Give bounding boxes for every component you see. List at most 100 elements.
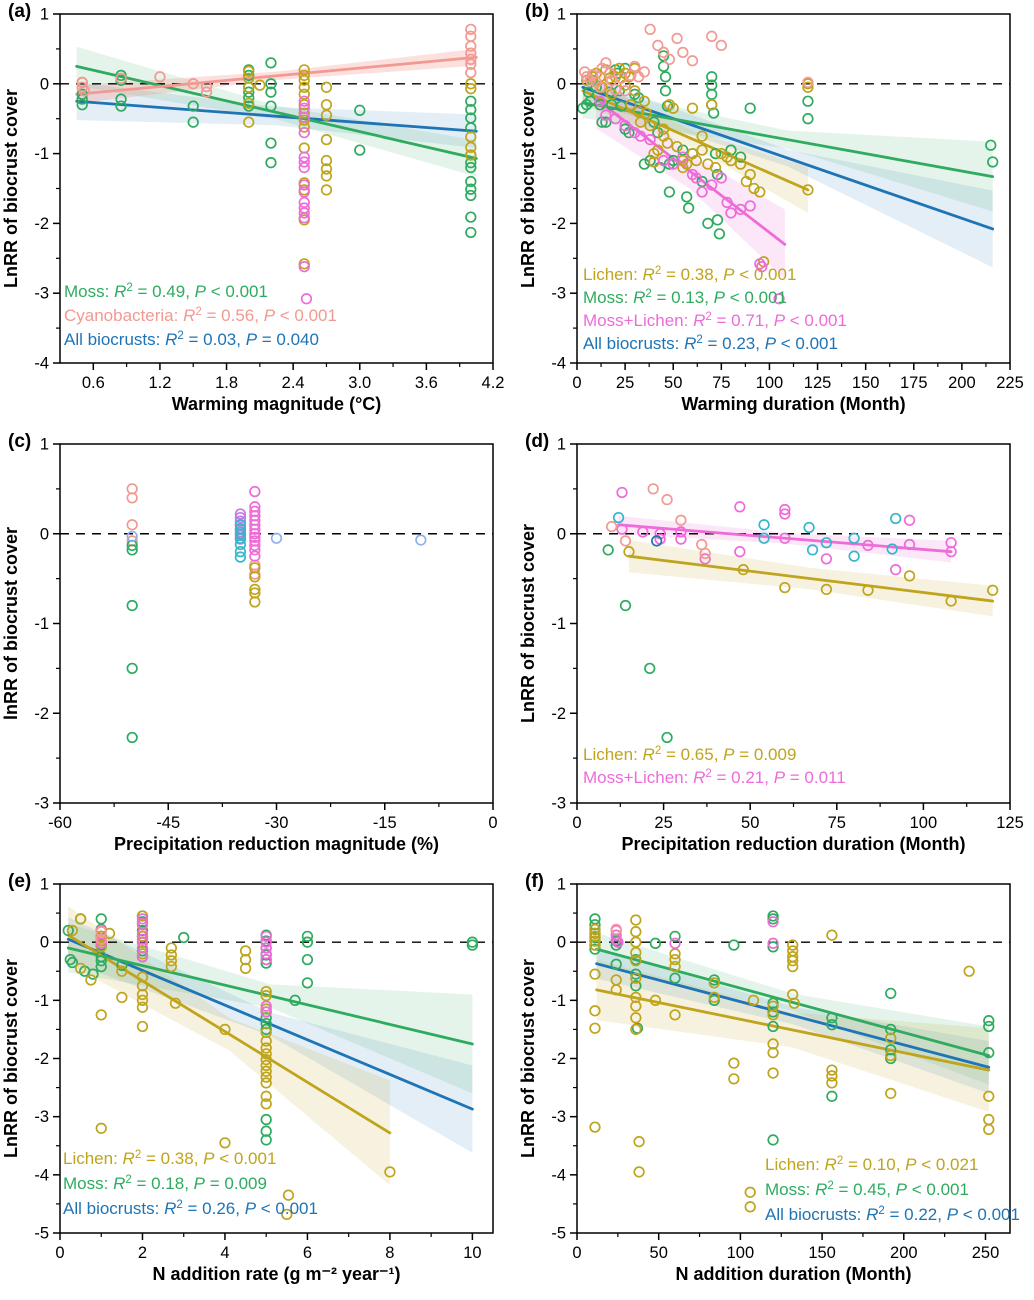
- data-point: [669, 937, 681, 949]
- data-point: [728, 1073, 740, 1085]
- data-point: [596, 62, 608, 75]
- data-point: [126, 731, 138, 744]
- data-point: [647, 483, 659, 495]
- data-point: [126, 530, 138, 543]
- data-point: [243, 65, 255, 77]
- data-point: [802, 95, 814, 107]
- data-point: [243, 116, 255, 128]
- x-tick-label: 150: [852, 374, 880, 392]
- y-tick-label: -4: [34, 355, 49, 373]
- data-point: [890, 563, 902, 576]
- data-point: [706, 88, 718, 100]
- x-axis-title: N addition duration (Month): [676, 1264, 912, 1284]
- data-point: [589, 943, 601, 955]
- y-axis-title: lnRR of biocrust cover: [1, 527, 21, 720]
- data-point: [802, 184, 814, 196]
- data-point: [669, 948, 681, 960]
- data-point: [298, 107, 310, 119]
- x-tick-label: 3.0: [348, 374, 371, 392]
- data-point: [66, 956, 79, 969]
- panel-d-tag: (d): [525, 431, 550, 452]
- x-tick-label: 200: [890, 1244, 918, 1262]
- lichen-confidence-band: [68, 906, 390, 1186]
- data-point: [734, 546, 746, 558]
- x-tick-label: 0: [572, 374, 581, 392]
- stats-legend: Lichen: R2 = 0.38, P < 0.001 Moss: R2 = 0…: [583, 265, 847, 353]
- data-point: [630, 968, 642, 980]
- data-point: [737, 563, 749, 576]
- data-point: [260, 1026, 272, 1038]
- x-tick-label: 100: [727, 1244, 755, 1262]
- data-point: [320, 81, 333, 93]
- data-point: [659, 71, 672, 83]
- data-point: [644, 120, 656, 132]
- x-tick-label: -60: [48, 814, 72, 832]
- data-point: [669, 1009, 681, 1021]
- data-point: [686, 102, 699, 114]
- data-point: [95, 926, 107, 938]
- data-point: [767, 1020, 779, 1033]
- x-axis-title: Precipitation reduction duration (Month): [622, 834, 966, 854]
- data-point: [249, 583, 261, 596]
- data-point: [787, 960, 799, 973]
- data-point: [728, 939, 740, 951]
- data-point: [657, 50, 670, 62]
- y-tick-label: -1: [551, 145, 566, 163]
- stats-legend: Lichen: R2 = 0.10, P < 0.021 Moss: R2 = 0…: [765, 1155, 1020, 1224]
- data-point: [767, 937, 779, 949]
- data-point: [249, 523, 261, 535]
- data-point: [652, 39, 664, 52]
- data-point: [625, 99, 637, 111]
- data-point: [260, 1098, 272, 1110]
- data-point: [744, 168, 756, 181]
- y-tick-label: -3: [34, 285, 49, 303]
- data-point: [715, 147, 727, 160]
- data-point: [465, 95, 477, 107]
- data-point: [616, 486, 628, 499]
- y-tick-label: -4: [551, 355, 566, 373]
- data-point: [767, 1047, 779, 1059]
- panel-c: (c) -60 -45 -30 -15 0 1 0 -1 -2 -3 Precipitation r…: [0, 430, 517, 870]
- data-point: [744, 1201, 756, 1213]
- data-point: [126, 599, 138, 612]
- data-point: [983, 1123, 995, 1136]
- x-axis-title: Warming duration (Month): [681, 394, 905, 414]
- data-point: [260, 990, 272, 1002]
- data-point: [301, 936, 314, 948]
- data-point: [234, 546, 247, 558]
- data-point: [270, 532, 283, 544]
- x-axis-title: Warming magnitude (°C): [172, 394, 382, 414]
- data-point: [708, 977, 720, 989]
- data-point: [590, 81, 602, 93]
- y-axis-title: LnRR of biocrust cover: [1, 89, 21, 288]
- data-point: [669, 960, 681, 973]
- data-point: [767, 1038, 779, 1050]
- lichen-regression-line: [627, 554, 995, 603]
- stats-legend: Lichen: R2 = 0.38, P < 0.001 Moss: R2 = 0…: [63, 1149, 318, 1218]
- data-point: [644, 133, 656, 146]
- data-point: [983, 1090, 995, 1102]
- data-point: [136, 942, 149, 954]
- data-point: [663, 186, 676, 198]
- data-point: [820, 583, 833, 596]
- data-point: [64, 953, 76, 966]
- data-point: [612, 936, 624, 948]
- data-point: [754, 186, 766, 198]
- data-point: [826, 1070, 838, 1082]
- legend-entry: Lichen: R2 = 0.65, P = 0.009: [583, 745, 796, 764]
- data-point: [187, 78, 199, 90]
- legend-entry: Moss: R2 = 0.49, P < 0.001: [64, 282, 268, 301]
- data-point: [466, 939, 479, 951]
- data-point: [465, 157, 477, 169]
- data-point: [249, 550, 261, 562]
- x-tick-label: 175: [900, 374, 928, 392]
- data-point: [136, 1020, 149, 1033]
- x-tick-label: 8: [385, 1244, 394, 1262]
- data-point: [584, 74, 597, 86]
- x-tick-label: 75: [712, 374, 730, 392]
- data-point: [630, 936, 642, 948]
- data-point: [610, 958, 622, 970]
- panel-a-tag: (a): [8, 1, 32, 22]
- moss-lichen-regression-line: [594, 97, 787, 246]
- y-tick-label: -4: [551, 1166, 566, 1184]
